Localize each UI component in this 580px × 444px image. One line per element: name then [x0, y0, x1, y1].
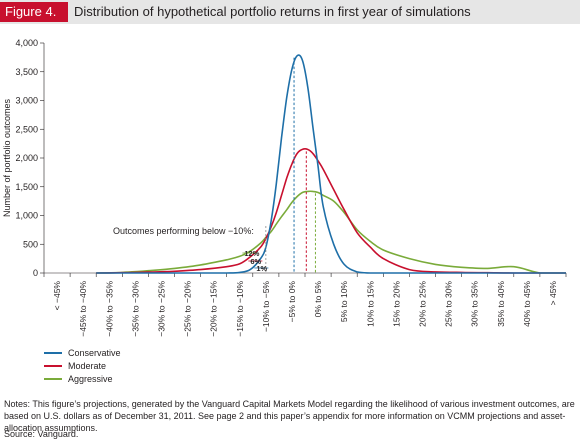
series-conservative: [96, 54, 566, 274]
x-tick-label: −20% to −15%: [209, 281, 219, 337]
x-tick-label: −10% to −5%: [261, 281, 271, 332]
x-tick-label: 35% to 40%: [496, 281, 506, 327]
figure-badge: Figure 4.: [0, 2, 68, 22]
x-tick-label: −15% to −10%: [235, 281, 245, 337]
figure-title: Distribution of hypothetical portfolio r…: [74, 4, 471, 19]
annotation-value: 6%: [250, 257, 261, 266]
series-group: [96, 54, 566, 274]
x-tick-label: −35% to −30%: [130, 281, 140, 337]
series-moderate: [96, 148, 566, 274]
series-aggressive: [96, 190, 566, 274]
legend-swatch-moderate: [44, 364, 62, 367]
legend-swatch-aggressive: [44, 377, 62, 380]
x-tick-label: 5% to 10%: [339, 281, 349, 323]
x-tick-label: 0% to 5%: [313, 281, 323, 318]
legend-label-conservative: Conservative: [68, 347, 121, 358]
x-tick-label: −5% to 0%: [287, 281, 297, 323]
x-tick-label: −45% to −40%: [78, 281, 88, 337]
x-tick-label: < −45%: [52, 281, 62, 311]
annotation-group: Outcomes performing below −10%: 12%6%1%: [113, 226, 269, 273]
legend-item-conservative: Conservative: [44, 346, 121, 359]
source: Source: Vanguard.: [4, 429, 79, 439]
legend-label-aggressive: Aggressive: [68, 373, 113, 384]
annotation-label: Outcomes performing below −10%:: [113, 226, 254, 236]
y-tick-label: 3,500: [15, 67, 38, 77]
y-tick-label: 2,000: [15, 153, 38, 163]
annotation-value: 1%: [256, 264, 267, 273]
x-tick-label: 25% to 30%: [444, 281, 454, 327]
legend: Conservative Moderate Aggressive: [44, 346, 121, 385]
y-tick-label: 2,500: [15, 124, 38, 134]
x-axis: < −45% −45% to −40% −40% to −35% −35% to −3…: [43, 272, 567, 337]
x-tick-label: 30% to 35%: [470, 281, 480, 327]
y-tick-label: 1,500: [15, 182, 38, 192]
y-axis-label: Number of portfolio outcomes: [2, 98, 12, 217]
x-tick-label: 15% to 20%: [391, 281, 401, 327]
y-axis: 0 500 1,000 1,500 2,000 2,500 3,000 3,500 4,000 N…: [2, 38, 45, 278]
figure-header: Figure 4. Distribution of hypothetical p…: [0, 0, 580, 24]
y-tick-label: 4,000: [15, 38, 38, 48]
y-tick-label: 500: [23, 239, 38, 249]
y-tick-label: 0: [33, 268, 38, 278]
x-tick-label: −25% to −20%: [183, 281, 193, 337]
legend-label-moderate: Moderate: [68, 360, 107, 371]
legend-item-moderate: Moderate: [44, 359, 121, 372]
x-tick-label: 20% to 25%: [417, 281, 427, 327]
x-tick-label: > 45%: [548, 281, 558, 306]
x-tick-label: −40% to −35%: [104, 281, 114, 337]
legend-swatch-conservative: [44, 351, 62, 354]
x-tick-label: −30% to −25%: [156, 281, 166, 337]
legend-item-aggressive: Aggressive: [44, 372, 121, 385]
notes: Notes: This figure’s projections, genera…: [4, 399, 575, 433]
y-tick-label: 3,000: [15, 96, 38, 106]
x-tick-label: 40% to 45%: [522, 281, 532, 327]
x-tick-label: 10% to 15%: [365, 281, 375, 327]
y-tick-label: 1,000: [15, 211, 38, 221]
annotation-value: 12%: [244, 249, 259, 258]
